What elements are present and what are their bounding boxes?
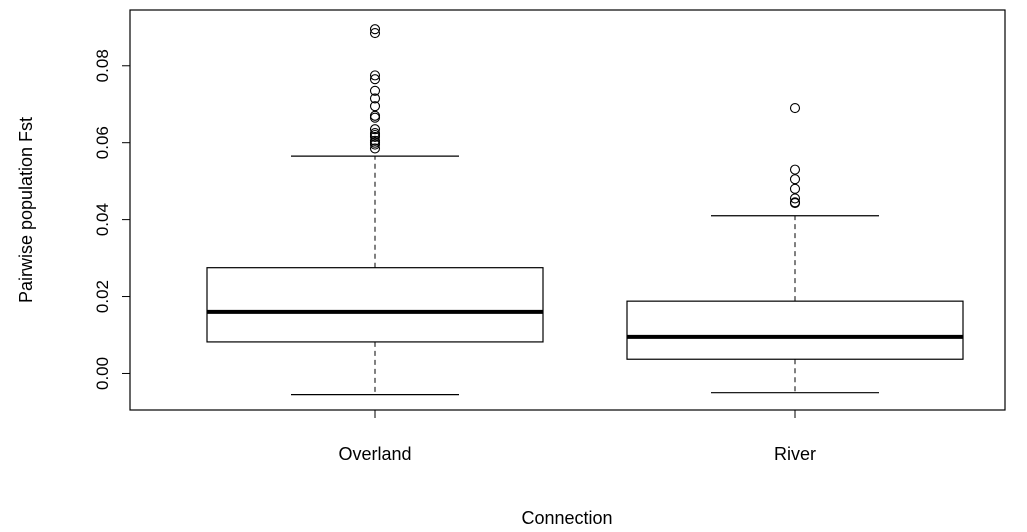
- box-river: [627, 104, 963, 393]
- iqr-box: [627, 301, 963, 359]
- x-axis-label: Connection: [521, 508, 612, 528]
- outlier-point: [371, 113, 380, 122]
- iqr-box: [207, 268, 543, 342]
- outlier-point: [791, 165, 800, 174]
- y-tick-label: 0.06: [93, 126, 112, 159]
- outlier-point: [791, 175, 800, 184]
- outlier-point: [791, 184, 800, 193]
- y-tick-label: 0.08: [93, 49, 112, 82]
- y-tick-label: 0.04: [93, 203, 112, 236]
- x-tick-label: Overland: [338, 444, 411, 464]
- x-tick-label: River: [774, 444, 816, 464]
- outlier-point: [791, 104, 800, 113]
- box-group: [207, 25, 963, 395]
- y-axis-label: Pairwise population Fst: [16, 117, 36, 303]
- x-axis: Overland River: [338, 410, 816, 464]
- y-axis: 0.00 0.02 0.04 0.06 0.08: [93, 49, 130, 390]
- y-tick-label: 0.00: [93, 357, 112, 390]
- outlier-point: [371, 111, 380, 120]
- box-overland: [207, 25, 543, 395]
- y-tick-label: 0.02: [93, 280, 112, 313]
